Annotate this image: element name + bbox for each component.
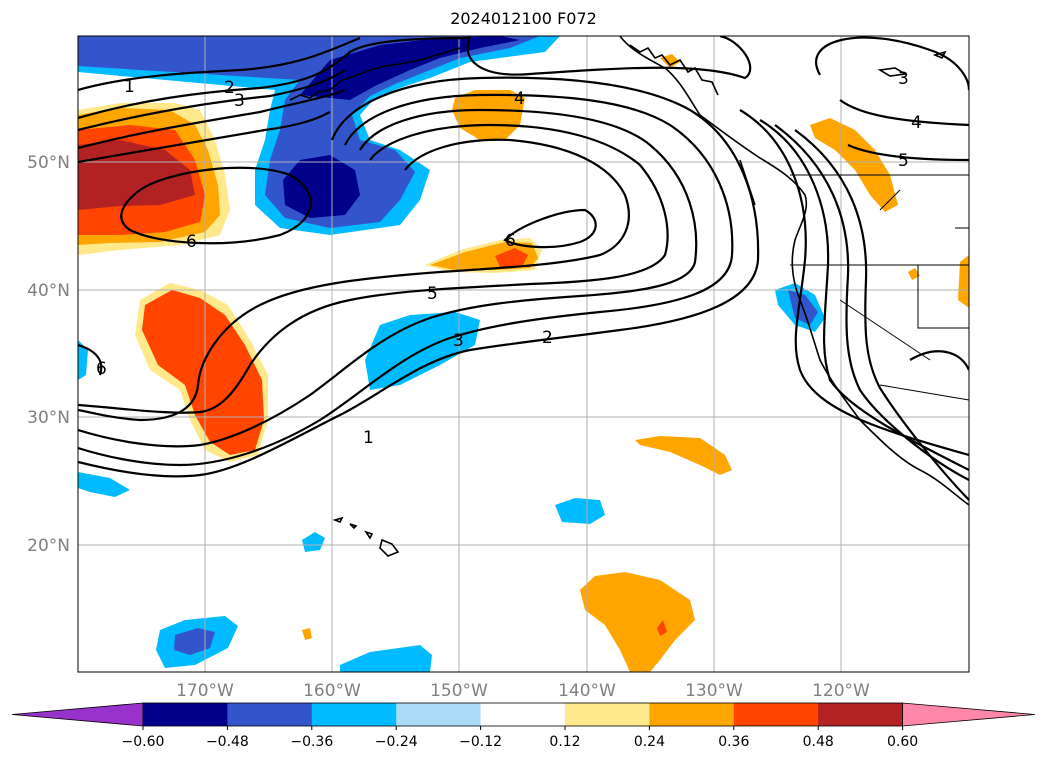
contour-line [78,76,760,478]
colorbar-tick-label: 0.24 [634,734,665,750]
contour-label: 6 [505,231,516,251]
contour-label: 3 [898,69,909,89]
colorbar-tick-label: 0.60 [887,734,918,750]
contour-label: 3 [453,331,464,351]
height-contours [78,36,969,501]
contour-line [759,119,969,471]
contour-line [78,108,698,448]
lon-label: 140°W [558,681,616,701]
political-borders [790,174,969,401]
colorbar-tick-label: 0.36 [718,734,749,750]
contour-line [774,124,969,481]
contour-label: 2 [224,78,235,98]
contour-label: 1 [363,428,374,448]
colorbar-tick-label: −0.24 [375,734,418,750]
lat-label: 50°N [27,153,70,173]
contour-line [466,36,752,80]
coastlines [289,36,969,557]
contour-line [739,109,969,457]
negative-anomaly-shading [78,36,825,672]
contour-label: 5 [898,151,909,171]
contour-line [78,111,331,164]
contour-label: 3 [234,91,245,111]
longitude-labels: 170°W 160°W 150°W 140°W 130°W 120°W [176,681,870,701]
lon-label: 170°W [176,681,234,701]
colorbar-segment [733,703,819,726]
contour-line [503,208,597,249]
colorbar-extend-min [11,702,144,727]
lat-label: 30°N [27,408,70,428]
colorbar-extend-max [902,702,1036,727]
lat-lon-grid [78,36,969,672]
contour-label: 4 [911,113,922,133]
contour-line [78,88,346,150]
contour-line [847,143,969,162]
contour-label: 6 [186,232,197,252]
colorbar-tick-label: −0.48 [206,734,249,750]
contour-label: 4 [514,89,525,109]
map-title: 2024012100 F072 [450,9,597,28]
colorbar: −0.60 −0.48 −0.36 −0.24 −0.12 0.12 0.24 0.36 0.4… [11,702,1036,750]
lat-label: 20°N [27,536,70,556]
lat-label: 40°N [27,281,70,301]
contour-label: 2 [542,328,553,348]
contour-line [78,138,630,422]
contour-line [78,123,669,414]
colorbar-tick-label: −0.36 [290,734,333,750]
map-panel: 1 2 3 4 6 5 6 3 2 1 3 4 5 6 [78,36,969,672]
colorbar-segment [227,703,313,726]
contour-line [78,69,346,132]
lon-label: 120°W [812,681,870,701]
colorbar-outline [142,702,903,727]
colorbar-segment [396,703,482,726]
colorbar-segment [818,703,904,726]
lon-label: 160°W [303,681,361,701]
map-frame [77,35,970,673]
contour-label: 1 [124,77,135,97]
contour-line [78,36,361,92]
contour-line [120,166,312,245]
contour-label: 5 [427,284,438,304]
latitude-labels: 50°N 40°N 30°N 20°N [27,153,70,556]
colorbar-tick-label: −0.60 [122,734,165,750]
colorbar-tick-label: 0.12 [549,734,580,750]
contour-line [839,99,969,127]
colorbar-tick-label: −0.12 [459,734,502,750]
colorbar-segment [565,703,650,726]
contour-line [794,129,969,501]
lon-label: 130°W [685,681,743,701]
colorbar-segment [480,703,566,726]
colorbar-tick-label: 0.48 [803,734,834,750]
lon-label: 150°W [430,681,488,701]
colorbar-segment [143,703,228,726]
colorbar-segment [649,703,735,726]
contour-line [909,350,969,371]
contour-line [78,93,734,467]
contour-labels: 1 2 3 4 6 5 6 3 2 1 3 4 5 6 [96,69,922,448]
colorbar-segment [311,703,397,726]
contour-line [78,36,471,120]
contour-label: 6 [96,359,107,379]
contour-line [815,36,969,91]
contour-line [78,343,103,376]
